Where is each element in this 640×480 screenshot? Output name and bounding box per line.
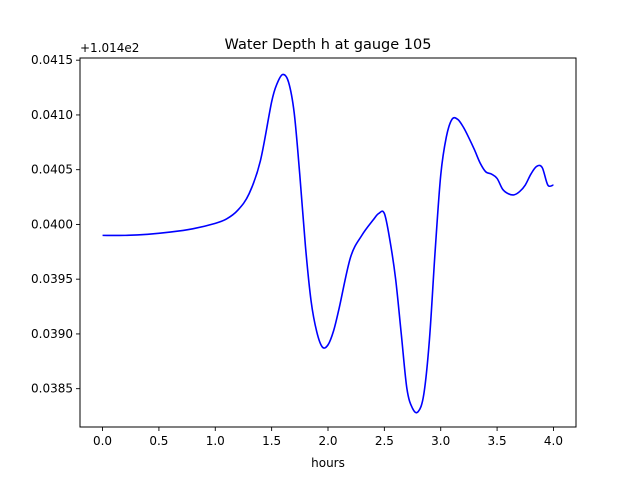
x-tick-label: 1.5: [262, 434, 281, 448]
plot-frame: [79, 57, 577, 428]
y-tick-label: 0.0410: [31, 108, 73, 122]
x-tick-label: 0.5: [149, 434, 168, 448]
y-axis: 0.0385 0.0390 0.0395 0.0400 0.0405 0.0410 0.04…: [31, 53, 80, 396]
x-tick-label: 3.0: [431, 434, 450, 448]
y-offset-label: +1.014e2: [80, 41, 139, 55]
x-tick-label: 2.5: [375, 434, 394, 448]
x-axis: 0.0 0.5 1.0 1.5 2.0 2.5 3.0 3.5 4.0: [93, 427, 563, 448]
plot-series: [102, 73, 554, 414]
series-line: [102, 73, 554, 414]
x-tick-label: 4.0: [544, 434, 563, 448]
y-tick-label: 0.0415: [31, 53, 73, 67]
x-tick-label: 2.0: [318, 434, 337, 448]
y-tick-label: 0.0385: [31, 382, 73, 396]
y-tick-label: 0.0400: [31, 217, 73, 231]
y-tick-label: 0.0405: [31, 163, 73, 177]
x-axis-label: hours: [311, 456, 345, 470]
y-tick-label: 0.0390: [31, 327, 73, 341]
x-tick-label: 3.5: [488, 434, 507, 448]
y-tick-label: 0.0395: [31, 272, 73, 286]
x-tick-label: 0.0: [93, 434, 112, 448]
chart-title: Water Depth h at gauge 105: [225, 37, 432, 53]
x-tick-label: 1.0: [206, 434, 225, 448]
